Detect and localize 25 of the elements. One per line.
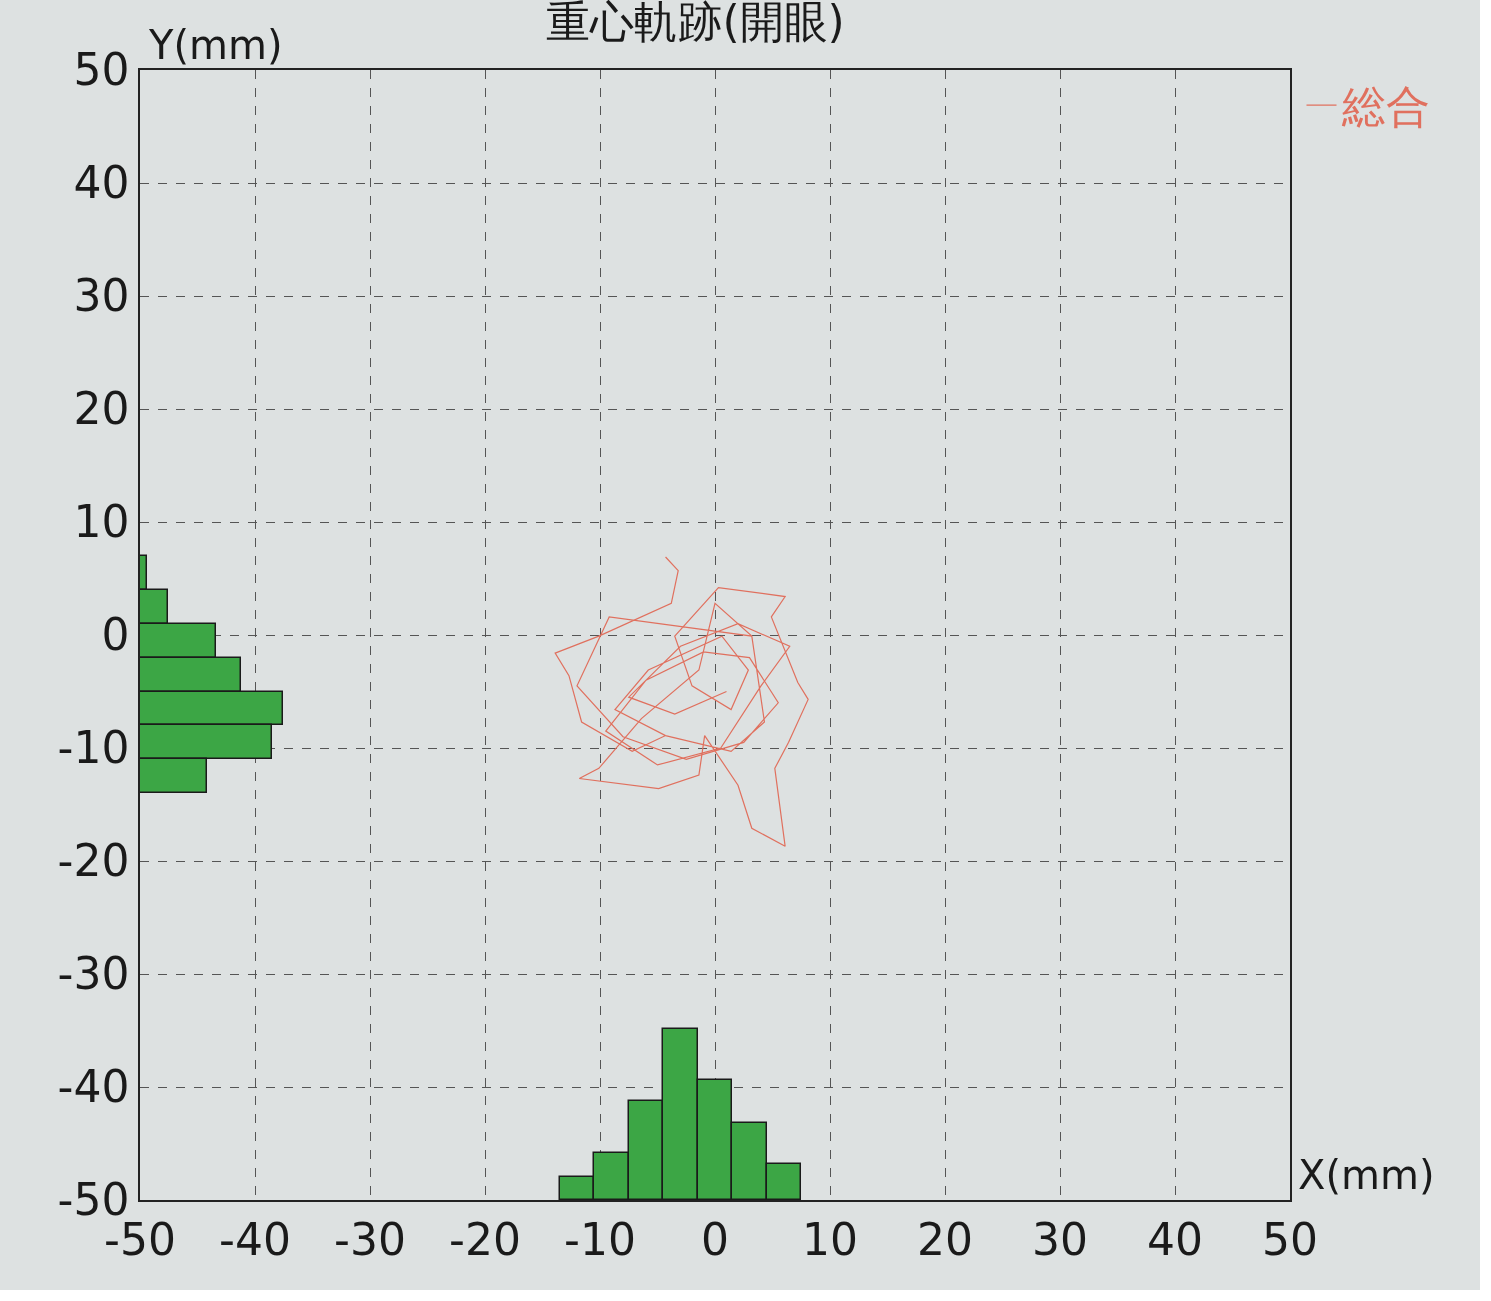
chart-title: 重心軌跡(開眼) — [546, 0, 845, 48]
x-tick-label: 30 — [1032, 1213, 1088, 1265]
line-series — [554, 556, 809, 847]
y-tick-label: -30 — [57, 948, 130, 1000]
x-tick-label: 0 — [701, 1213, 729, 1265]
y-axis-title: Y(mm) — [148, 22, 283, 68]
x-tick-label: 20 — [917, 1213, 973, 1265]
y-tick-label: 10 — [73, 496, 130, 548]
y-tick-label: 40 — [73, 157, 130, 209]
x-tick-label: -30 — [334, 1213, 406, 1265]
x-tick-label: 40 — [1147, 1213, 1203, 1265]
x-tick-label: 50 — [1262, 1213, 1318, 1265]
y-tick-label: -10 — [57, 722, 130, 774]
y-tick-label: 50 — [73, 44, 130, 96]
x-axis-title: X(mm) — [1298, 1152, 1435, 1198]
y-tick-label: 0 — [101, 609, 130, 661]
x-tick-label: -10 — [564, 1213, 636, 1265]
x-tick-label: -40 — [219, 1213, 291, 1265]
x-tick-label: -20 — [449, 1213, 521, 1265]
x-tick-label: 10 — [802, 1213, 858, 1265]
y-tick-label: 30 — [73, 270, 130, 322]
y-tick-label: -40 — [57, 1061, 130, 1113]
y-tick-label: 20 — [73, 383, 130, 435]
legend-label: 総合 — [1340, 81, 1430, 133]
y-tick-label: -20 — [57, 835, 130, 887]
